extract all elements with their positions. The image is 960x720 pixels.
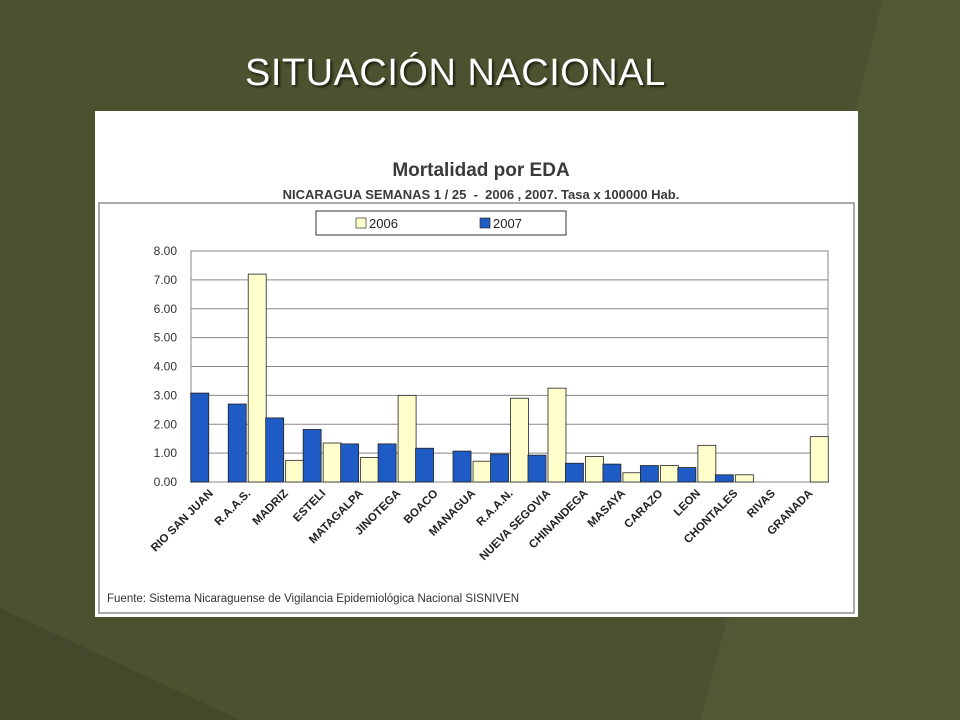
legend-label-2006: 2006 (369, 216, 398, 231)
bar-2007-2 (227, 403, 247, 483)
y-tick-label: 5.00 (154, 331, 178, 345)
legend-swatch-2007 (479, 217, 491, 229)
legend-label-2007: 2007 (493, 216, 522, 231)
gridlines (190, 250, 829, 483)
bar-2006-10 (547, 387, 567, 483)
bar-2007-13 (639, 465, 659, 483)
bar-2007-6 (377, 443, 397, 483)
legend-box (315, 210, 567, 236)
bar-2007-11 (565, 462, 584, 483)
y-tick-label: 0.00 (154, 475, 178, 489)
x-tick-label: RIVAS (745, 487, 778, 520)
bar-2007-7 (415, 447, 434, 483)
bar-2006-8 (472, 460, 492, 483)
chart-title: Mortalidad por EDA (392, 160, 570, 181)
chart-subtitle: NICARAGUA SEMANAS 1 / 25 - 2006 , 2007. … (283, 187, 680, 202)
bar-2006-6 (397, 394, 417, 483)
x-tick-label: BOACO (402, 488, 441, 527)
x-tick-label: MASAYA (586, 488, 628, 530)
bars (190, 273, 829, 483)
bar-chart: Mortalidad por EDA NICARAGUA SEMANAS 1 /… (98, 160, 855, 614)
y-tick-label: 6.00 (154, 302, 178, 316)
bar-2007-10 (527, 454, 547, 483)
bar-2006-2 (247, 273, 267, 483)
legend: 2006 2007 (315, 210, 567, 236)
bar-2006-15 (734, 474, 754, 483)
x-tick-label: MADRIZ (251, 488, 291, 528)
chart-panel: Mortalidad por EDA NICARAGUA SEMANAS 1 /… (95, 111, 858, 617)
bar-2007-1 (190, 392, 210, 483)
bar-2007-4 (302, 429, 322, 483)
bar-2006-3 (285, 459, 305, 483)
y-tick-label: 3.00 (154, 388, 178, 402)
y-tick-label: 2.00 (154, 417, 178, 431)
y-tick-label: 4.00 (154, 360, 178, 374)
y-tick-label: 8.00 (154, 244, 178, 258)
x-tick-label: RIO SAN JUAN (149, 488, 216, 555)
bar-2006-5 (360, 457, 380, 483)
bar-2007-9 (490, 453, 509, 483)
x-tick-label: NUEVA SEGOVIA (478, 488, 553, 563)
legend-swatch-2006 (355, 217, 367, 229)
bar-2006-11 (585, 456, 604, 483)
slide-title: SITUACIÓN NACIONAL (245, 52, 666, 94)
bar-2006-9 (510, 397, 529, 483)
y-tick-label: 7.00 (154, 273, 178, 287)
bar-2007-8 (452, 450, 472, 483)
bar-2007-15 (714, 474, 734, 483)
bar-2007-14 (677, 467, 697, 483)
y-tick-label: 1.00 (154, 446, 178, 460)
y-axis-ticks: 0.00 1.00 2.00 3.00 4.00 5.00 6.00 7.00 8.00 (154, 244, 178, 489)
bar-2006-13 (659, 465, 679, 483)
bar-2006-4 (322, 442, 342, 483)
chart-source: Fuente: Sistema Nicaraguense de Vigilanc… (107, 593, 519, 605)
bar-2006-14 (697, 444, 717, 483)
x-tick-label: R.A.A.S. (213, 488, 254, 529)
bar-2007-3 (265, 417, 285, 483)
bar-2007-5 (340, 443, 360, 483)
chart-plot-border (98, 202, 855, 614)
x-tick-label: ESTELI (291, 488, 328, 525)
bar-2006-17 (809, 436, 829, 483)
bar-2006-12 (622, 472, 642, 483)
x-tick-label: LEON (672, 488, 703, 519)
bar-2007-12 (602, 463, 622, 483)
x-tick-label: CARAZO (622, 488, 665, 531)
